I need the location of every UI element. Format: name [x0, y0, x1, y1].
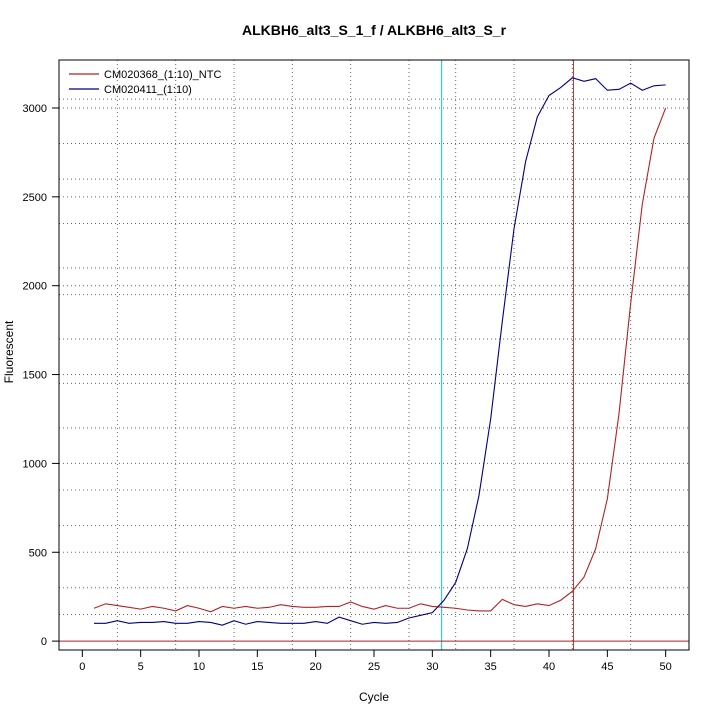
x-tick-label: 20: [310, 661, 322, 673]
y-tick-label: 2000: [23, 281, 47, 293]
y-tick-label: 500: [29, 547, 47, 559]
x-tick-label: 30: [426, 661, 438, 673]
x-tick-label: 35: [485, 661, 497, 673]
x-tick-label: 45: [601, 661, 613, 673]
threshold-lines: [59, 60, 689, 650]
legend-label-1: CM020368_(1:10)_NTC: [104, 69, 221, 81]
y-tick-label: 3000: [23, 103, 47, 115]
y-tick-label: 1000: [23, 458, 47, 470]
data-series: [93, 77, 667, 626]
x-tick-label: 40: [543, 661, 555, 673]
x-tick-label: 25: [368, 661, 380, 673]
legend-label-2: CM020411_(1:10): [104, 84, 192, 96]
x-axis-title: Cycle: [359, 690, 389, 704]
x-axis: 0 5 10 15 20 25 30 35 40 45 50: [79, 649, 672, 673]
y-tick-label: 2500: [23, 192, 47, 204]
x-tick-label: 10: [193, 661, 205, 673]
y-axis-title: Fluorescent: [2, 320, 16, 383]
legend: CM020368_(1:10)_NTC CM020411_(1:10): [69, 69, 221, 96]
y-tick-label: 1500: [23, 370, 47, 382]
x-tick-label: 5: [138, 661, 144, 673]
series-line-2: [94, 77, 666, 626]
grid-lines: [59, 60, 689, 650]
x-tick-label: 15: [251, 661, 263, 673]
x-tick-label: 50: [660, 661, 672, 673]
series-line-1: [93, 107, 667, 613]
y-axis: 0 500 1000 1500 2000 2500 3000: [23, 103, 60, 648]
y-tick-label: 0: [41, 636, 47, 648]
chart-title: ALKBH6_alt3_S_1_f / ALKBH6_alt3_S_r: [242, 22, 507, 38]
x-tick-label: 0: [79, 661, 85, 673]
